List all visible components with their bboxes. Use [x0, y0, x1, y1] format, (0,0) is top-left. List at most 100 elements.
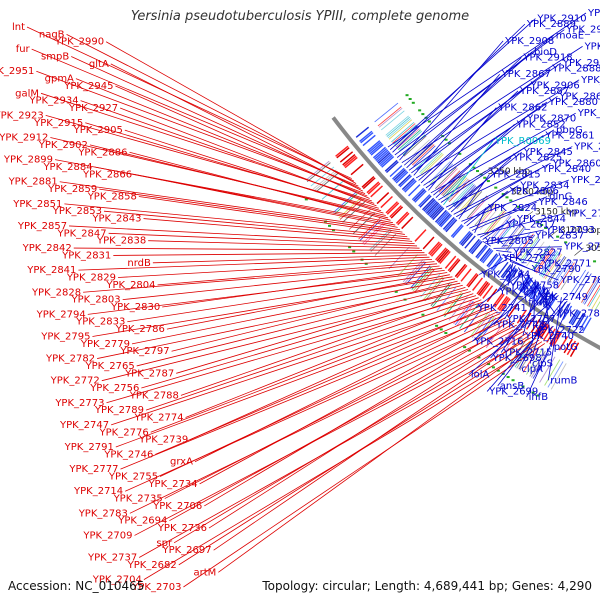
gene-label[interactable]: gltA	[89, 59, 109, 70]
gene-label[interactable]: YPK_2792	[502, 253, 552, 264]
gene-label[interactable]: grxA	[170, 457, 193, 468]
gene-label[interactable]: YPK_2910	[536, 14, 586, 25]
gene-label[interactable]: YPK_2697	[161, 545, 211, 556]
gene-label[interactable]: YPK_2833	[75, 317, 125, 328]
gene-label[interactable]: YPK_2847	[56, 228, 106, 239]
gene-label[interactable]: YPK_2908	[504, 36, 554, 47]
gene-label[interactable]: YPK_2806	[509, 186, 559, 197]
gene-label[interactable]: YPK_2828	[31, 287, 81, 298]
gene-label[interactable]: YPK_2703	[131, 582, 181, 593]
gene-label[interactable]: YPK_2874	[584, 41, 600, 52]
gene-label[interactable]: smpB	[41, 51, 69, 62]
gene-label[interactable]: YPK_2741	[477, 303, 527, 314]
gene-label[interactable]: YPK_2777	[68, 464, 118, 475]
gene-label[interactable]: YPK_2803	[71, 295, 121, 306]
gene-label[interactable]: YPK_2698	[492, 353, 542, 364]
gene-label[interactable]: YPK_2870	[526, 114, 576, 125]
gene-label[interactable]: YPK_2706	[152, 501, 202, 512]
gene-label[interactable]: YPK_2779	[80, 339, 130, 350]
gene-label[interactable]: YPK_2853	[52, 206, 102, 217]
gene-label[interactable]: YPK_2866	[82, 169, 132, 180]
gene-label[interactable]: YPK_2990	[54, 37, 104, 48]
gene-label[interactable]: YPK_2881	[8, 177, 58, 188]
gene-label[interactable]: YPK_2776	[99, 427, 149, 438]
gene-label[interactable]: YPK_2787	[124, 368, 174, 379]
gene-label[interactable]: YPK_2815	[490, 169, 540, 180]
gene-label[interactable]: YPK_2770	[498, 286, 548, 297]
gene-label[interactable]: YPK_2791	[64, 442, 114, 453]
gene-label[interactable]: YPK_2739	[138, 435, 188, 446]
gene-label[interactable]: YPK_2933	[565, 25, 600, 36]
gene-label[interactable]: lolA	[471, 370, 490, 381]
gene-label[interactable]: YPK_2736	[157, 523, 207, 534]
gene-label[interactable]: YPK_2886	[77, 147, 127, 158]
gene-label[interactable]: YPK_2859	[47, 184, 97, 195]
gene-label[interactable]: YPK_2825	[512, 153, 562, 164]
gene-label[interactable]: YPK_2795	[40, 331, 90, 342]
gene-label[interactable]: YPK_2764	[480, 270, 530, 281]
gene-label[interactable]: YPK_2737	[87, 553, 137, 564]
gene-label[interactable]: YPK_2735	[113, 494, 163, 505]
gene-label[interactable]: YPK_2872	[573, 142, 600, 153]
gene-label[interactable]: ansB	[500, 381, 525, 392]
gene-label[interactable]: fruK	[528, 297, 549, 308]
gene-label[interactable]: YPK_2746	[103, 449, 153, 460]
gene-label[interactable]: YPK_2852	[516, 119, 566, 130]
gene-label[interactable]: YPK_2851	[12, 199, 62, 210]
gene-label[interactable]: YPK_2899	[3, 155, 53, 166]
gene-label[interactable]: YPK_2915	[33, 118, 83, 129]
gene-label[interactable]: YPK_2884	[42, 162, 92, 173]
gene-label[interactable]: YPK_2740	[524, 331, 574, 342]
gene-label[interactable]: lnt	[12, 22, 25, 33]
gene-label[interactable]: YPK_2860	[552, 158, 600, 169]
gene-label[interactable]: YPK_2904	[577, 108, 600, 119]
gene-label[interactable]: YPK_2844	[516, 214, 566, 225]
gene-label[interactable]: YPK_2716	[473, 336, 523, 347]
gene-label[interactable]: YPK_2748	[495, 320, 545, 331]
gene-label[interactable]: bioD	[534, 47, 557, 58]
gene-label[interactable]: YPK_2905	[73, 125, 123, 136]
gene-label[interactable]: nagB	[39, 29, 65, 40]
gene-label[interactable]: YPK_2715	[502, 347, 552, 358]
gene-label[interactable]: YPK_2774	[133, 413, 183, 424]
gene-label[interactable]: YPK_2945	[63, 81, 113, 92]
gene-label[interactable]: YPK_2902	[38, 140, 88, 151]
gene-label[interactable]: YPK_2804	[105, 280, 155, 291]
gene-label[interactable]: YPK_2841	[26, 265, 76, 276]
gene-label[interactable]: YPK_2842	[22, 243, 72, 254]
gene-label[interactable]: YPK_2794	[36, 309, 86, 320]
gene-label[interactable]: nrdB	[127, 258, 151, 269]
gene-label[interactable]: YPK_2781	[556, 309, 600, 320]
gene-label[interactable]: YPK_2911	[587, 8, 600, 19]
gene-label[interactable]: moaE	[556, 30, 584, 41]
gene-label[interactable]: YPK_2704	[92, 575, 142, 586]
gene-label[interactable]: rumB	[550, 375, 577, 386]
gene-label[interactable]: YPK_2694	[117, 516, 167, 527]
gene-label[interactable]: YPK_2783	[78, 508, 128, 519]
gene-label[interactable]: YPK_2796	[566, 208, 600, 219]
gene-label[interactable]: YPK_2793	[545, 225, 595, 236]
gene-label[interactable]: potG	[554, 342, 578, 353]
gene-label[interactable]: YPK_2788	[129, 390, 179, 401]
gene-label[interactable]: YPK_2923	[0, 110, 44, 121]
gene-label[interactable]: YPK_2858	[87, 191, 137, 202]
gene-label[interactable]: YPK_2838	[96, 236, 146, 247]
gene-label[interactable]: YPK_2867	[501, 69, 551, 80]
gene-label[interactable]: YPK_2722	[534, 325, 584, 336]
gene-label[interactable]: YPK_2830	[110, 302, 160, 313]
gene-label[interactable]: YPK_2824	[487, 203, 537, 214]
gene-label[interactable]: YPK_2755	[108, 471, 158, 482]
gene-label[interactable]: YPK_2907	[562, 58, 600, 69]
gene-label[interactable]: dinG	[549, 192, 572, 203]
gene-label[interactable]: YPK_2845	[523, 147, 573, 158]
gene-label[interactable]: YPK_2756	[89, 383, 139, 394]
gene-label[interactable]: YPK_2749	[538, 292, 588, 303]
gene-label[interactable]: YPK_2778	[563, 242, 600, 253]
gene-label[interactable]: YPK_2817	[505, 219, 555, 230]
gene-label[interactable]: galM	[15, 88, 39, 99]
gene-label[interactable]: YPK_2863	[558, 91, 600, 102]
gene-label[interactable]: YPK_2927	[68, 103, 118, 114]
gene-label[interactable]: YPK_2887	[519, 86, 569, 97]
gene-label[interactable]: YPK_2773	[54, 398, 104, 409]
gene-label[interactable]: YPK_2862	[497, 103, 547, 114]
